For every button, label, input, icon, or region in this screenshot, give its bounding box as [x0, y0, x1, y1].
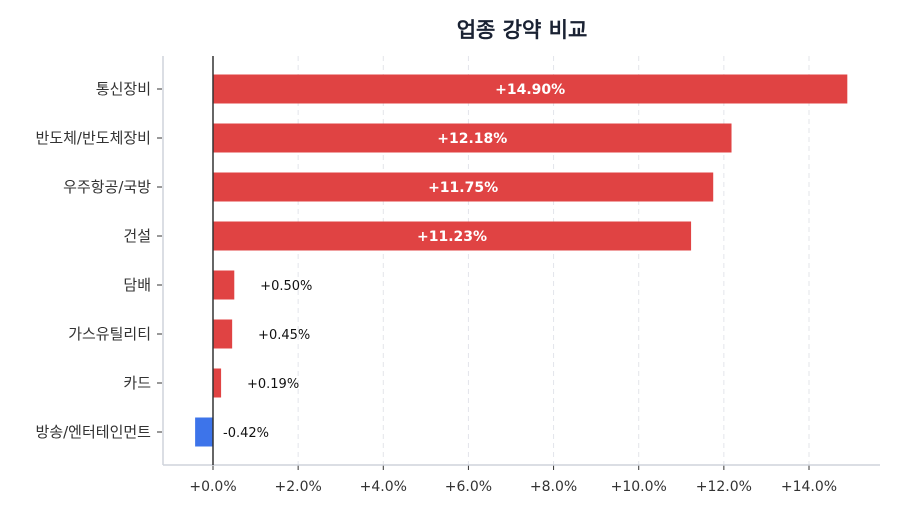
y-tick-label: 방송/엔터테인먼트 — [36, 423, 152, 441]
bar — [213, 368, 222, 398]
data-label: +0.45% — [258, 328, 310, 343]
x-tick-label: +2.0% — [274, 479, 321, 495]
y-tick-label: 담배 — [123, 276, 151, 294]
x-tick-label: +6.0% — [445, 479, 492, 495]
y-tick-label: 우주항공/국방 — [63, 178, 151, 196]
y-tick-label: 통신장비 — [96, 80, 151, 98]
data-label: -0.42% — [223, 426, 269, 441]
x-tick-label: +0.0% — [189, 479, 236, 495]
chart-title: 업종 강약 비교 — [457, 18, 588, 42]
data-label: +11.23% — [417, 229, 487, 245]
y-tick-label: 카드 — [123, 374, 151, 392]
x-tick-label: +14.0% — [781, 479, 837, 495]
bar — [213, 270, 235, 300]
x-tick-label: +8.0% — [530, 479, 577, 495]
y-tick-label: 반도체/반도체장비 — [36, 129, 151, 147]
bar — [213, 319, 233, 349]
data-label: +0.50% — [260, 279, 312, 294]
bar — [213, 123, 732, 153]
bar — [195, 417, 213, 447]
y-tick-label: 건설 — [123, 227, 151, 245]
y-tick-label: 가스유틸리티 — [68, 325, 151, 343]
bar — [213, 221, 692, 251]
bar — [213, 172, 714, 202]
x-tick-label: +12.0% — [696, 479, 752, 495]
data-label: +14.90% — [495, 82, 565, 98]
data-label: +0.19% — [247, 377, 299, 392]
data-label: +11.75% — [428, 180, 498, 196]
data-label: +12.18% — [437, 131, 507, 147]
bar — [213, 74, 848, 104]
x-tick-label: +10.0% — [611, 479, 667, 495]
x-tick-label: +4.0% — [360, 479, 407, 495]
